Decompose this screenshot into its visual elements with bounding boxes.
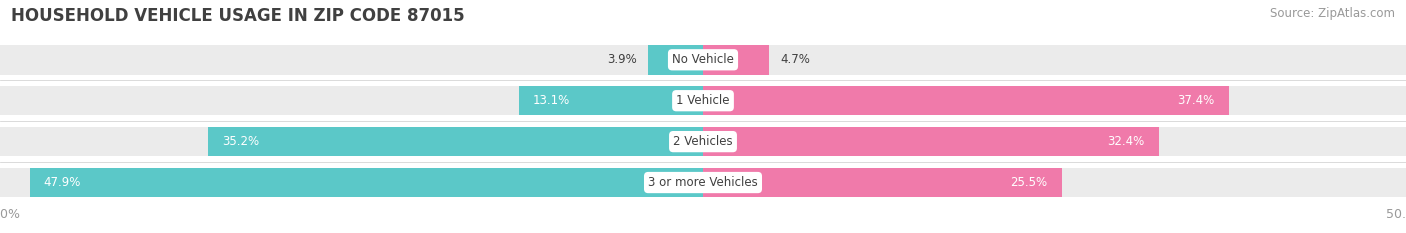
- Bar: [703, 168, 1406, 197]
- Bar: [0, 168, 703, 197]
- Bar: [208, 127, 703, 156]
- Bar: [0, 127, 703, 156]
- Bar: [703, 45, 769, 75]
- Text: HOUSEHOLD VEHICLE USAGE IN ZIP CODE 87015: HOUSEHOLD VEHICLE USAGE IN ZIP CODE 8701…: [11, 7, 465, 25]
- Bar: [703, 86, 1406, 115]
- Text: 13.1%: 13.1%: [533, 94, 569, 107]
- Bar: [703, 45, 1406, 75]
- Bar: [648, 45, 703, 75]
- Text: 25.5%: 25.5%: [1011, 176, 1047, 189]
- Text: 4.7%: 4.7%: [780, 53, 810, 66]
- Bar: [703, 86, 1229, 115]
- Bar: [703, 127, 1159, 156]
- Text: 47.9%: 47.9%: [44, 176, 82, 189]
- Bar: [703, 168, 1062, 197]
- Text: No Vehicle: No Vehicle: [672, 53, 734, 66]
- Text: 37.4%: 37.4%: [1178, 94, 1215, 107]
- Text: 35.2%: 35.2%: [222, 135, 259, 148]
- Text: 2 Vehicles: 2 Vehicles: [673, 135, 733, 148]
- Bar: [703, 127, 1406, 156]
- Text: 3.9%: 3.9%: [607, 53, 637, 66]
- Text: 1 Vehicle: 1 Vehicle: [676, 94, 730, 107]
- Bar: [0, 45, 703, 75]
- Text: 32.4%: 32.4%: [1108, 135, 1144, 148]
- Bar: [519, 86, 703, 115]
- Text: 3 or more Vehicles: 3 or more Vehicles: [648, 176, 758, 189]
- Text: Source: ZipAtlas.com: Source: ZipAtlas.com: [1270, 7, 1395, 20]
- Bar: [30, 168, 703, 197]
- Bar: [0, 86, 703, 115]
